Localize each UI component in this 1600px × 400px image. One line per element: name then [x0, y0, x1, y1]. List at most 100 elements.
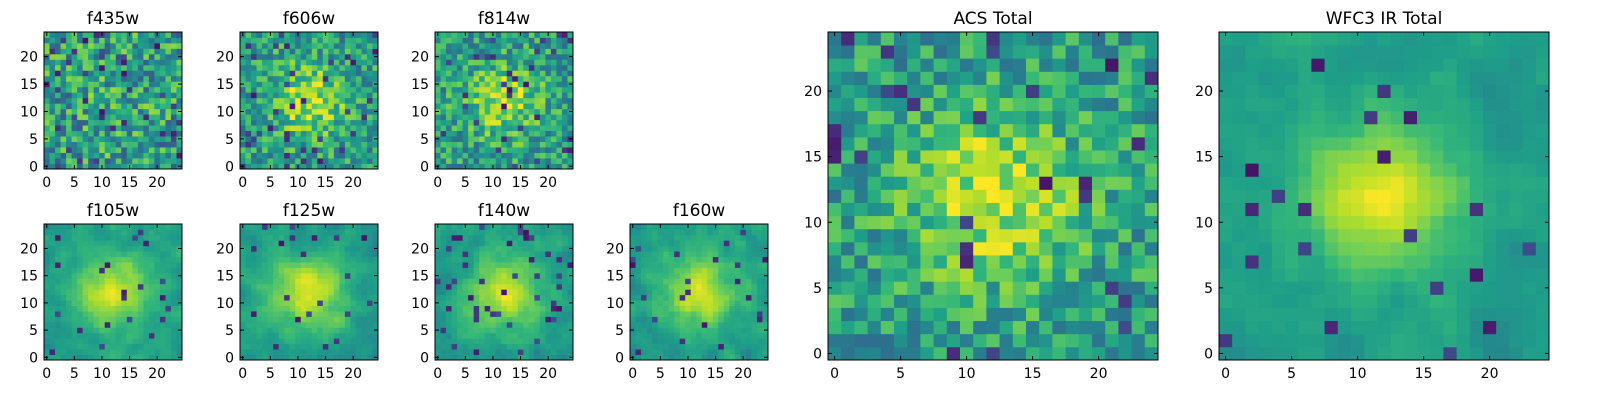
heatmap-cell — [82, 152, 89, 159]
heatmap-cell — [512, 262, 519, 268]
heatmap-cell — [110, 321, 117, 328]
heatmap-cell — [278, 64, 285, 71]
heatmap-cell — [99, 256, 106, 263]
heatmap-cell — [71, 305, 78, 312]
heatmap-cell — [311, 70, 318, 77]
heatmap-cell — [240, 278, 246, 285]
heatmap-cell — [333, 240, 340, 247]
heatmap-cell — [712, 289, 719, 296]
heatmap-cell — [567, 240, 574, 247]
heatmap-cell — [490, 321, 497, 328]
heatmap-cell — [1078, 268, 1093, 282]
heatmap-cell — [567, 305, 574, 312]
heatmap-cell — [159, 152, 166, 159]
heatmap-cell — [289, 349, 296, 355]
heatmap-cell — [339, 305, 346, 312]
heatmap-cell — [99, 114, 106, 121]
heatmap-cell — [278, 245, 285, 252]
heatmap-cell — [251, 251, 257, 258]
heatmap-cell — [734, 327, 741, 334]
heatmap-cell — [121, 327, 128, 334]
heatmap-cell — [77, 262, 84, 268]
heatmap-cell — [1026, 307, 1040, 322]
heatmap-cell — [372, 48, 379, 55]
heatmap-cell — [501, 321, 508, 328]
heatmap-cell — [534, 64, 541, 71]
heatmap-cell — [561, 108, 568, 115]
heatmap-cell — [517, 229, 524, 236]
heatmap-cell — [696, 294, 703, 301]
heatmap-cell — [712, 272, 719, 279]
heatmap-cell — [679, 354, 686, 361]
heatmap-cell — [88, 59, 95, 66]
heatmap-cell — [973, 333, 987, 348]
heatmap-cell — [66, 229, 72, 236]
heatmap-cell — [528, 300, 535, 306]
heatmap-cell — [707, 234, 714, 241]
heatmap-cell — [55, 321, 61, 328]
heatmap-cell — [256, 338, 263, 345]
heatmap-cell — [729, 321, 736, 328]
heatmap-cell — [740, 240, 747, 247]
heatmap-cell — [339, 278, 346, 285]
heatmap-cell — [322, 119, 329, 126]
heatmap-cell — [451, 224, 458, 230]
heatmap-cell — [77, 163, 84, 170]
heatmap-cell — [462, 64, 469, 71]
heatmap-cell — [49, 327, 56, 334]
heatmap-cell — [679, 240, 686, 247]
heatmap-cell — [718, 354, 725, 361]
heatmap-cell — [333, 86, 340, 93]
heatmap-cell — [361, 53, 368, 60]
heatmap-cell — [322, 256, 329, 263]
heatmap-cell — [159, 53, 166, 60]
heatmap-cell — [66, 338, 72, 345]
heatmap-cell — [82, 305, 89, 312]
heatmap-cell — [328, 86, 335, 93]
heatmap-cell — [751, 327, 758, 334]
heatmap-cell — [300, 64, 307, 71]
heatmap-cell — [121, 136, 128, 142]
heatmap-cell — [506, 70, 513, 77]
heatmap-cell — [339, 37, 346, 44]
heatmap-cell — [278, 354, 285, 361]
heatmap-cell — [267, 349, 274, 355]
heatmap-cell — [517, 338, 524, 345]
x-tick-label: 15 — [512, 366, 530, 382]
heatmap-cell — [641, 294, 647, 301]
heatmap-cell — [355, 75, 362, 82]
heatmap-cell — [501, 42, 508, 49]
heatmap-cell — [468, 283, 475, 290]
heatmap-cell — [66, 59, 72, 66]
heatmap-cell — [284, 327, 291, 334]
heatmap-cell — [462, 278, 469, 285]
heatmap-cell — [104, 114, 111, 121]
heatmap-cell — [154, 130, 161, 137]
x-tick-label: 20 — [148, 175, 166, 191]
heatmap-cell — [646, 294, 653, 301]
heatmap-cell — [355, 141, 362, 148]
heatmap-cell — [137, 316, 144, 323]
heatmap-cell — [729, 245, 736, 252]
heatmap-cell — [121, 119, 128, 126]
heatmap-cell — [82, 321, 89, 328]
heatmap-cell — [176, 305, 183, 312]
heatmap-cell — [251, 86, 257, 93]
heatmap-cell — [262, 316, 268, 323]
heatmap-cell — [762, 349, 769, 355]
heatmap-cell — [251, 103, 257, 110]
heatmap-cell — [440, 163, 447, 170]
heatmap-cell — [1131, 333, 1146, 348]
heatmap-cell — [245, 305, 252, 312]
heatmap-cell — [545, 294, 552, 301]
heatmap-cell — [1039, 202, 1053, 217]
heatmap-cell — [740, 278, 747, 285]
heatmap-cell — [344, 283, 351, 290]
heatmap-cell — [333, 229, 340, 236]
heatmap-cell — [484, 81, 491, 88]
heatmap-cell — [729, 256, 736, 263]
heatmap-cell — [867, 333, 882, 348]
heatmap-cell — [132, 256, 139, 263]
heatmap-cell — [245, 147, 252, 153]
heatmap-cell — [322, 59, 329, 66]
